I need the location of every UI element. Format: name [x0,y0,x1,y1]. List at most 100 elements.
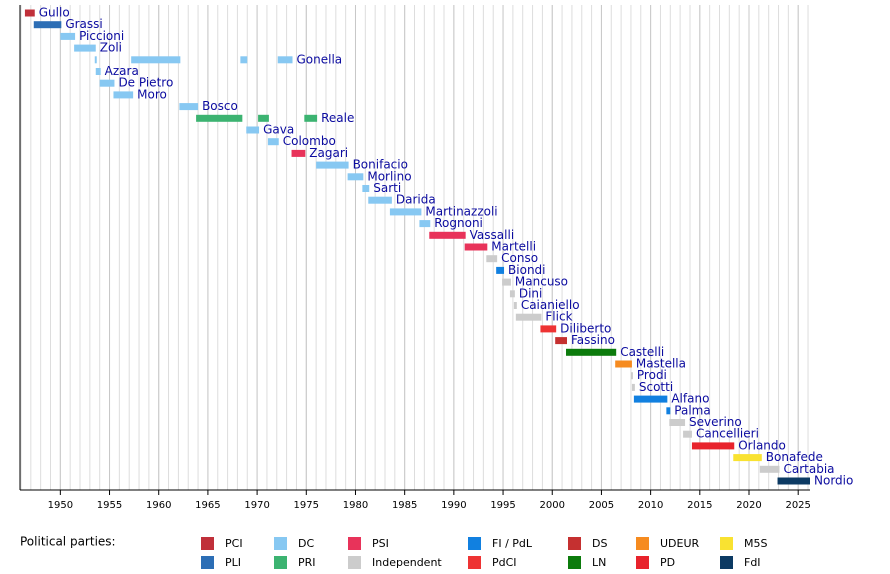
legend-swatch [636,556,649,569]
term-bar [74,44,96,52]
term-bar [691,442,735,450]
minister-name: Cancellieri [696,427,759,441]
legend-swatch [568,556,581,569]
minister-name: Darida [396,193,436,207]
minister-name: Diliberto [560,321,611,335]
x-tick-label: 1985 [392,500,417,511]
minister-name: Flick [545,310,572,324]
minister-name: Martelli [491,240,536,254]
term-bar [362,185,370,192]
term-bar [131,56,181,64]
term-bar [347,173,364,181]
legend-swatch [201,537,214,550]
x-tick-label: 1980 [343,500,368,511]
term-bar [24,9,35,17]
term-bar [513,302,517,309]
minister-name: Sarti [373,181,401,195]
minister-name: Bonafede [766,450,823,464]
legend-swatch [274,537,287,550]
minister-name: Dini [519,286,543,300]
term-bar [419,220,431,228]
minister-name: Severino [689,415,742,429]
minister-name: Moro [137,87,167,101]
minister-name: Palma [674,403,710,417]
x-tick-label: 1955 [97,500,122,511]
minister-name: Mancuso [515,275,568,289]
term-bar [258,114,269,122]
term-bar [60,32,76,40]
term-bar [240,56,248,64]
term-bar [540,325,557,333]
term-bar [566,348,617,356]
term-bar [515,313,542,321]
legend-swatch [720,556,733,569]
minister-name: Zoli [100,41,122,55]
term-bar [196,114,243,122]
x-tick-label: 1950 [48,500,73,511]
minister-name: Fassino [571,333,615,347]
term-bar [666,407,671,415]
x-tick-label: 1970 [244,500,269,511]
legend-swatch [274,556,287,569]
legend-swatch [468,537,481,550]
legend-label: DC [298,537,314,550]
minister-name: Colombo [283,134,336,148]
minister-name: Zagari [309,146,348,160]
legend-swatch [568,537,581,550]
term-bar [496,266,505,274]
legend-label: M5S [744,537,767,550]
minister-name: Vassalli [470,228,515,242]
term-bar [555,337,567,345]
x-tick-label: 1990 [441,500,466,511]
minister-name: Alfano [671,392,709,406]
legend-label: PdCI [492,556,517,569]
x-tick-label: 2015 [687,500,712,511]
minister-name: Conso [501,251,538,265]
minister-name: Rognoni [434,216,483,230]
x-tick-label: 1960 [146,500,171,511]
grid [20,5,809,490]
x-tick-label: 2025 [785,500,810,511]
x-tick-label: 2000 [540,500,565,511]
term-bar [316,161,349,169]
term-bar [509,290,515,298]
legend-swatch [720,537,733,550]
term-bar [368,196,392,204]
minister-name: Gonella [297,52,343,66]
term-bar [33,21,62,29]
legend-swatch [201,556,214,569]
term-bar [733,454,762,462]
minister-name: Morlino [367,169,411,183]
minister-name: Azara [105,64,139,78]
x-tick-label: 2020 [736,500,761,511]
minister-name: Grassi [65,17,102,31]
term-bar [631,383,635,391]
term-bar [683,430,692,438]
term-bar [99,79,115,87]
legend-label: PSI [372,537,389,550]
legend-label: LN [592,556,606,569]
legend-label: PCI [225,537,243,550]
minister-name: De Pietro [118,76,173,90]
term-bar [179,103,199,111]
minister-name: Mastella [636,357,686,371]
legend-label: PLI [225,556,241,569]
x-tick-label: 2005 [589,500,614,511]
minister-name: Orlando [738,438,786,452]
minister-name: Scotti [639,380,673,394]
minister-name: Martinazzoli [425,204,497,218]
term-bar [759,465,780,473]
term-bar [777,477,810,485]
term-bar [277,56,293,64]
term-bar [615,360,632,368]
term-bar [113,91,134,99]
x-tick-label: 2010 [638,500,663,511]
x-tick-label: 1995 [490,500,515,511]
legend-label: DS [592,537,607,550]
x-tick-label: 1965 [195,500,220,511]
legend-label: FdI [744,556,761,569]
term-bar [633,395,668,403]
legend-label: PD [660,556,675,569]
legend-swatch [348,537,361,550]
